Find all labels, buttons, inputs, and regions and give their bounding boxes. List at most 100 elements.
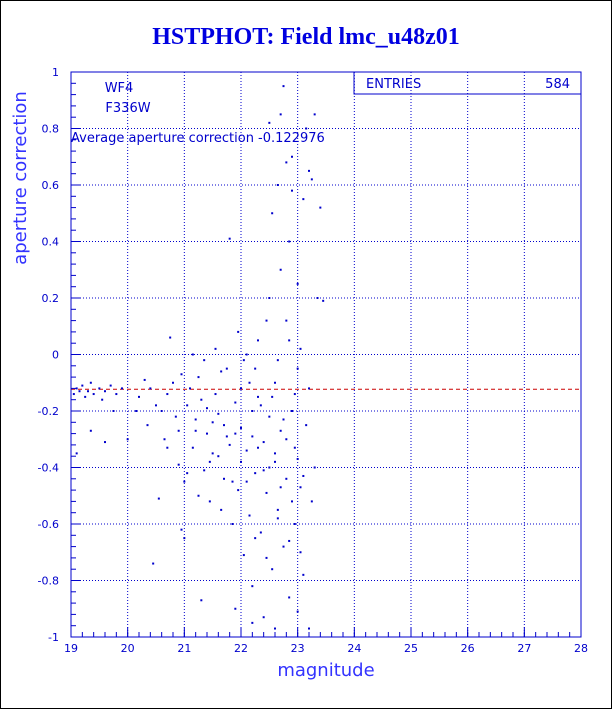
x-tick-label: 23 [291,642,305,655]
x-tick-label: 21 [177,642,191,655]
data-point [234,401,237,404]
data-point [271,395,274,398]
data-point [109,384,112,387]
data-point [149,387,152,390]
data-point [75,452,78,455]
y-axis-label: aperture correction [10,91,31,265]
data-point [310,500,313,503]
data-point [293,446,296,449]
chart-title: HSTPHOT: Field lmc_u48z01 [152,24,460,50]
data-point [208,500,211,503]
data-point [302,474,305,477]
data-point [279,429,282,432]
data-point [316,297,319,299]
data-points [72,85,325,630]
data-point [293,523,296,525]
data-point [299,486,302,489]
y-tick-label: 0.6 [42,179,60,192]
y-tick-label: -0.6 [38,518,59,531]
data-point [217,412,220,415]
x-tick-label: 25 [404,642,418,655]
data-point [271,568,274,571]
y-tick-label: -0.4 [38,462,59,475]
data-point [174,415,177,418]
data-point [288,539,291,542]
data-point [203,359,206,362]
data-point [206,432,208,435]
data-point [285,477,288,480]
data-point [223,424,225,427]
data-point [220,508,223,511]
y-tick-label: 1 [52,66,59,79]
data-point [254,537,257,540]
data-point [274,381,276,384]
data-point [217,455,220,458]
data-point [299,551,302,554]
data-point [240,387,242,390]
data-point [279,486,282,489]
y-tick-label: -0.8 [38,575,59,588]
data-point [279,113,282,116]
data-point [234,432,237,435]
data-point [262,469,265,472]
data-point [254,367,257,370]
data-point [155,404,157,407]
x-tick-labels: 19 20 21 22 23 24 25 26 27 28 [64,642,588,655]
data-point [87,390,89,393]
data-point [206,407,208,410]
data-point [189,387,191,390]
y-tick-label: -0.2 [38,405,59,418]
data-point [81,384,84,387]
data-point [313,113,316,116]
plot-axes [70,71,582,638]
data-point [274,627,276,630]
data-point [276,517,279,520]
data-point [231,523,234,525]
data-point [237,489,240,492]
data-point [225,367,228,370]
data-point [214,347,217,350]
data-point [254,472,257,475]
data-point [220,370,223,373]
data-point [293,393,296,396]
data-point [186,404,189,407]
data-point [169,336,172,339]
data-point [248,514,251,517]
data-point [183,480,186,483]
data-point [228,443,231,446]
data-point [282,418,285,421]
data-point [274,460,276,463]
data-point [200,398,203,401]
data-point [296,610,299,613]
x-tick-label: 27 [517,642,531,655]
data-point [146,424,149,427]
data-point [237,330,240,333]
data-point [251,435,254,438]
data-point [126,438,129,441]
x-tick-label: 20 [121,642,135,655]
data-point [285,161,288,164]
data-point [268,121,271,124]
data-point [172,381,174,384]
data-point [242,359,245,362]
filter-label: F336W [105,101,150,116]
data-point [138,395,140,398]
data-point [194,429,197,432]
data-point [163,438,166,441]
data-point [177,463,180,466]
data-point [121,387,123,390]
data-point [251,621,254,624]
data-point [265,491,268,494]
x-tick-label: 24 [347,642,361,655]
data-point [211,421,214,424]
data-point [75,387,78,390]
data-point [262,616,265,619]
data-point [322,299,325,302]
data-point [242,554,245,557]
data-point [245,449,248,452]
x-tick-label: 26 [461,642,475,655]
data-point [231,480,234,483]
data-point [197,376,200,379]
data-point [225,435,228,438]
